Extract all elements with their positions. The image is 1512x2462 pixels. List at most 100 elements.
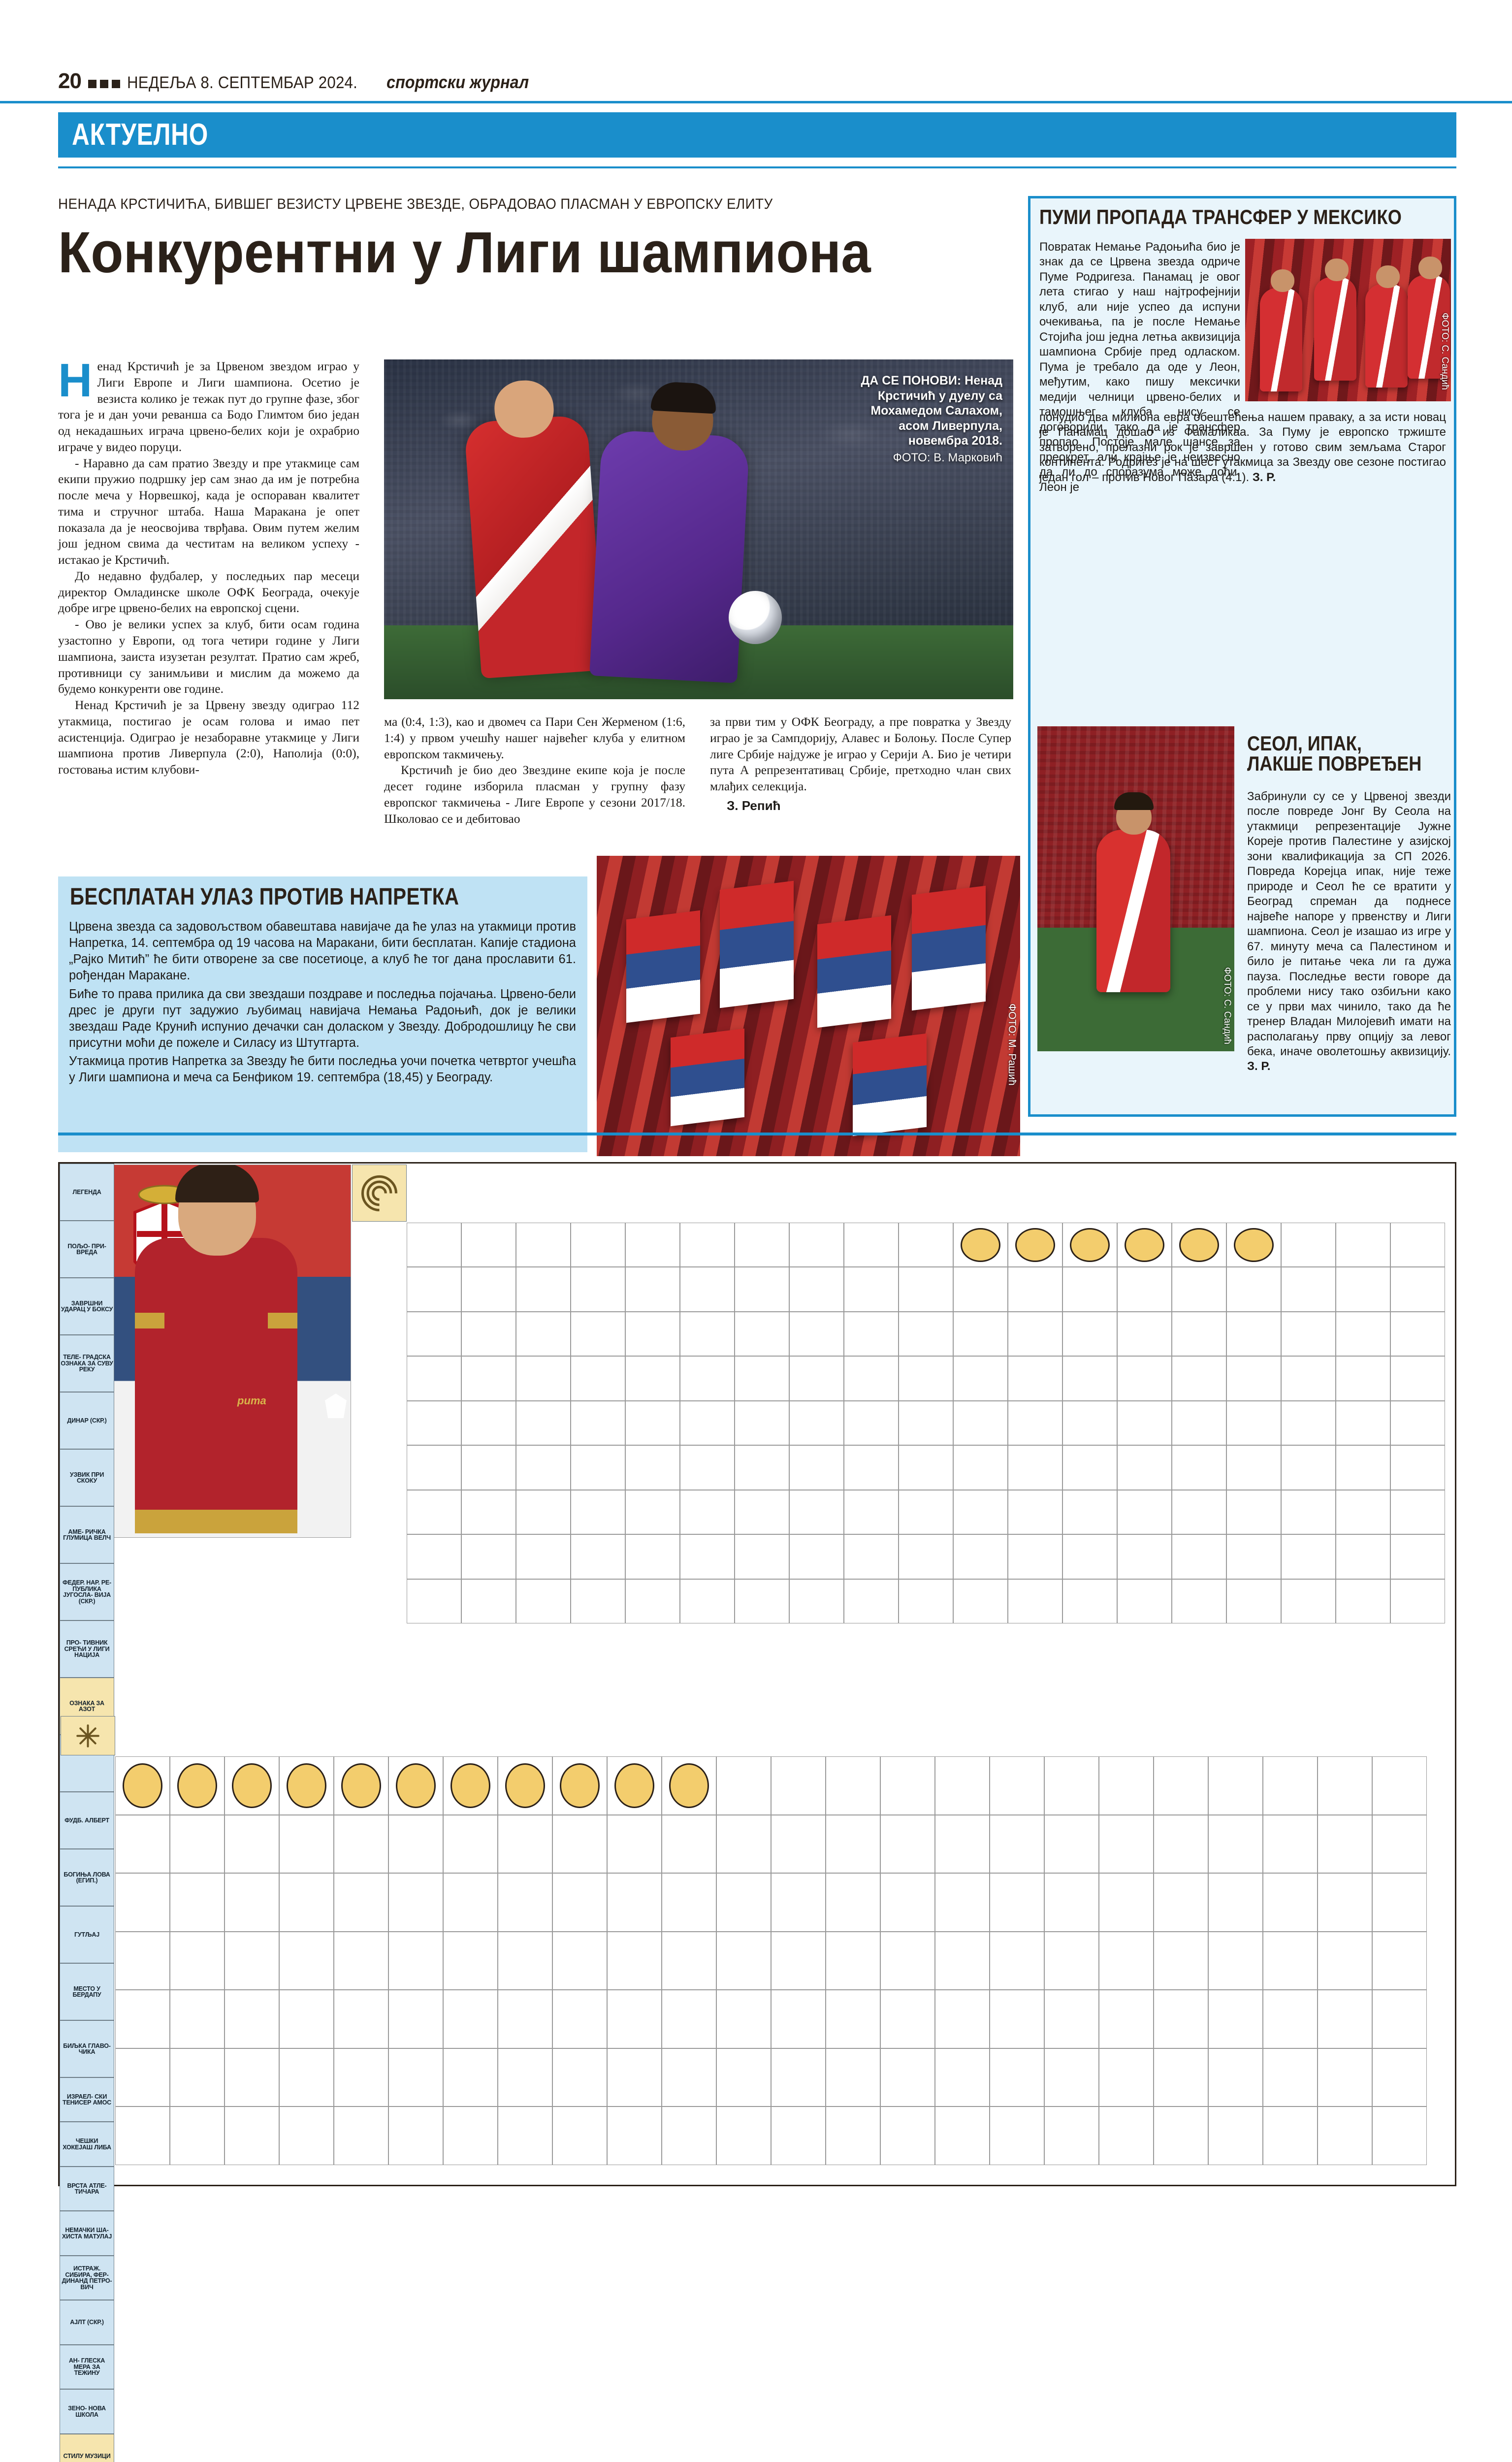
crossword-cell[interactable] — [935, 2048, 990, 2107]
crossword-cell[interactable] — [170, 2106, 225, 2165]
crossword-cell[interactable] — [407, 1267, 461, 1312]
crossword-cell[interactable] — [1390, 1356, 1445, 1401]
crossword-cell[interactable] — [1008, 1579, 1062, 1624]
crossword-cell[interactable] — [1281, 1534, 1336, 1579]
crossword-cell[interactable] — [607, 1931, 662, 1990]
crossword-answer-cell[interactable] — [1008, 1223, 1062, 1267]
crossword-cell[interactable] — [170, 1990, 225, 2048]
crossword-cell[interactable] — [935, 1756, 990, 1815]
crossword-cell[interactable] — [662, 1990, 716, 2048]
crossword-cell[interactable] — [1390, 1223, 1445, 1267]
crossword-cell[interactable] — [607, 2048, 662, 2107]
crossword-cell[interactable] — [1336, 1223, 1390, 1267]
crossword-cell[interactable] — [735, 1311, 789, 1357]
crossword-cell[interactable] — [844, 1311, 899, 1357]
crossword-cell[interactable] — [1390, 1579, 1445, 1624]
crossword-cell[interactable] — [461, 1534, 516, 1579]
crossword-cell[interactable] — [1208, 1873, 1263, 1932]
crossword-cell[interactable] — [844, 1223, 899, 1267]
crossword-cell[interactable] — [735, 1400, 789, 1446]
crossword-cell[interactable] — [990, 2048, 1044, 2107]
crossword-cell[interactable] — [1172, 1356, 1226, 1401]
crossword-cell[interactable] — [716, 1990, 771, 2048]
crossword-clue[interactable]: УЗВИК ПРИ СКОКУ — [60, 1449, 114, 1506]
crossword-cell[interactable] — [552, 1931, 607, 1990]
crossword-grid[interactable]: ЛЕГЕНДА ПОЉО- ПРИ- ВРЕДА ЗАВРШНИ УДАРАЦ У … — [60, 1164, 1455, 2462]
crossword-cell[interactable] — [880, 1814, 935, 1874]
crossword-cell[interactable] — [407, 1579, 461, 1624]
crossword-cell[interactable] — [334, 2048, 388, 2107]
crossword-cell[interactable] — [1372, 1873, 1427, 1932]
crossword-clue[interactable]: ПОЉО- ПРИ- ВРЕДА — [60, 1221, 114, 1278]
crossword-cell[interactable] — [461, 1356, 516, 1401]
crossword-cell[interactable] — [1117, 1400, 1172, 1446]
crossword-cell[interactable] — [1117, 1490, 1172, 1535]
crossword-cell[interactable] — [443, 1990, 498, 2048]
crossword-cell[interactable] — [607, 1814, 662, 1874]
crossword-cell[interactable] — [334, 1931, 388, 1990]
crossword-cell[interactable] — [1008, 1267, 1062, 1312]
crossword-cell[interactable] — [880, 1756, 935, 1815]
crossword-cell[interactable] — [735, 1579, 789, 1624]
crossword-cell[interactable] — [571, 1534, 625, 1579]
crossword-cell[interactable] — [571, 1579, 625, 1624]
crossword-cell[interactable] — [498, 2106, 552, 2165]
crossword-cell[interactable] — [953, 1534, 1008, 1579]
crossword-cell[interactable] — [115, 2048, 170, 2107]
crossword-cell[interactable] — [279, 1814, 334, 1874]
crossword-cell[interactable] — [735, 1534, 789, 1579]
crossword-cell[interactable] — [1008, 1400, 1062, 1446]
crossword-cell[interactable] — [1208, 1756, 1263, 1815]
crossword-cell[interactable] — [1390, 1534, 1445, 1579]
crossword-cell[interactable] — [1008, 1356, 1062, 1401]
crossword-cell[interactable] — [1372, 2048, 1427, 2107]
crossword-cell[interactable] — [953, 1445, 1008, 1490]
crossword-cell[interactable] — [1044, 1756, 1099, 1815]
crossword-cell[interactable] — [1099, 2048, 1154, 2107]
crossword-cell[interactable] — [1226, 1267, 1281, 1312]
crossword-clue[interactable]: ЗАВРШНИ УДАРАЦ У БОКСУ — [60, 1278, 114, 1335]
crossword-cell[interactable] — [625, 1579, 680, 1624]
crossword-cell[interactable] — [552, 1873, 607, 1932]
crossword-cell[interactable] — [1263, 1931, 1318, 1990]
crossword-cell[interactable] — [1281, 1445, 1336, 1490]
crossword-cell[interactable] — [680, 1356, 735, 1401]
crossword-cell[interactable] — [516, 1534, 571, 1579]
crossword-cell[interactable] — [516, 1579, 571, 1624]
crossword-cell[interactable] — [1044, 2106, 1099, 2165]
crossword-cell[interactable] — [571, 1267, 625, 1312]
crossword-cell[interactable] — [1336, 1356, 1390, 1401]
crossword-cell[interactable] — [407, 1445, 461, 1490]
crossword-cell[interactable] — [1281, 1267, 1336, 1312]
crossword-cell[interactable] — [443, 1873, 498, 1932]
crossword-cell[interactable] — [1318, 2048, 1372, 2107]
crossword-cell[interactable] — [1062, 1445, 1117, 1490]
crossword-cell[interactable] — [1263, 1756, 1318, 1815]
crossword-cell[interactable] — [826, 1756, 880, 1815]
crossword-cell[interactable] — [1044, 1990, 1099, 2048]
crossword-cell[interactable] — [1154, 1873, 1208, 1932]
crossword-cell[interactable] — [680, 1445, 735, 1490]
crossword-cell[interactable] — [1008, 1490, 1062, 1535]
crossword-cell[interactable] — [461, 1267, 516, 1312]
crossword-cell[interactable] — [844, 1445, 899, 1490]
crossword-cell[interactable] — [388, 1990, 443, 2048]
crossword-cell[interactable] — [1099, 1990, 1154, 2048]
crossword-cell[interactable] — [771, 1814, 826, 1874]
crossword-cell[interactable] — [115, 1814, 170, 1874]
crossword-cell[interactable] — [498, 2048, 552, 2107]
crossword-cell[interactable] — [1226, 1356, 1281, 1401]
crossword-cell[interactable] — [1281, 1356, 1336, 1401]
crossword-cell[interactable] — [680, 1311, 735, 1357]
crossword-answer-cell[interactable] — [1117, 1223, 1172, 1267]
crossword-cell[interactable] — [844, 1267, 899, 1312]
crossword-cell[interactable] — [844, 1356, 899, 1401]
crossword-cell[interactable] — [1117, 1579, 1172, 1624]
crossword-cell[interactable] — [953, 1267, 1008, 1312]
crossword-cell[interactable] — [1226, 1534, 1281, 1579]
crossword-cell[interactable] — [990, 1814, 1044, 1874]
crossword-cell[interactable] — [935, 2106, 990, 2165]
crossword-cell[interactable] — [1281, 1490, 1336, 1535]
crossword-cell[interactable] — [1099, 1756, 1154, 1815]
crossword-cell[interactable] — [571, 1223, 625, 1267]
